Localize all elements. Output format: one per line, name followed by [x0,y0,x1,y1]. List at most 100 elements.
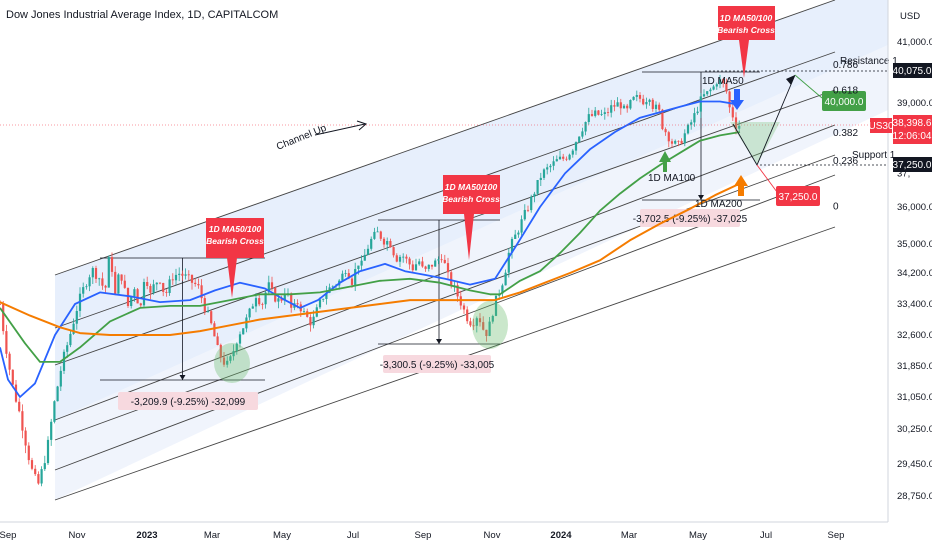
candle-body [72,323,75,334]
candle-body [731,107,734,118]
svg-text:40,000.0: 40,000.0 [825,97,864,108]
candle-body [565,158,568,160]
candle-body [597,110,600,115]
candle-body [590,114,594,116]
candle-body [392,247,395,256]
candle-body [229,356,232,361]
candle-body [424,266,427,269]
candle-body [472,325,475,327]
x-tick-label: Jul [760,530,772,541]
candle-body [75,311,78,324]
candle-body [213,323,216,337]
candle-body [568,154,571,160]
measure-arrow-icon [436,339,442,344]
candle-body [5,331,8,354]
candle-body [53,401,56,422]
candle-body [174,274,178,281]
candle-body [222,357,226,365]
candle-body [638,95,642,99]
resistance-price-tag [893,63,932,78]
candle-body [0,304,2,305]
candle-body [88,277,91,287]
moving-averages [0,100,741,398]
projection-zone [730,122,780,165]
y-tick-label: 31,050.0 [897,392,932,403]
svg-text:1D MA50/100: 1D MA50/100 [209,224,262,234]
candle-body [408,258,411,265]
svg-text:12:06:04: 12:06:04 [893,131,932,142]
projection-arrowhead [786,75,795,85]
candle-body [693,113,696,123]
price-axis: USD 41,000.0 39,000.0 36,000.0 35,000.0 34,2… [868,0,932,522]
candle-body [619,102,622,109]
candle-body [600,114,603,115]
x-tick-label: Sep [415,530,432,541]
bottom-highlight-2 [472,301,508,349]
svg-text:37,250.0: 37,250.0 [779,192,818,203]
candle-body [261,304,264,305]
candle-body [126,287,130,306]
candle-body [8,353,11,370]
candle-body [139,303,142,306]
candle-body [683,133,686,144]
candle-body [430,264,434,267]
candle-body [654,104,658,109]
candle-body [34,468,37,475]
svg-text:1D MA50/100: 1D MA50/100 [720,13,773,23]
candle-body [107,257,110,288]
candle-body [219,344,222,358]
channel-label: Channel Up [275,123,328,153]
candle-body [606,112,610,113]
candle-body [248,308,251,318]
candle-body [437,259,440,261]
x-tick-label: Nov [484,530,501,541]
candle-body [312,316,315,326]
candle-body [133,289,136,297]
candle-body [520,219,523,233]
measure-label-box [640,209,740,227]
candle-body [318,299,322,308]
candle-body [235,343,238,352]
candle-body [680,140,683,144]
candle-body [571,150,574,155]
measure-label: -3,702.5 (-9.25%) -37,025 [633,214,748,225]
candle-body [40,469,43,484]
candle-body [376,231,379,233]
x-tick-label: 2024 [550,530,572,541]
candle-body [517,232,520,235]
candle-body [530,196,533,211]
measure-label: -3,300.5 (-9.25%) -33,005 [380,360,495,371]
candle-body [728,91,731,108]
candle-body [104,285,107,288]
candle-body [114,271,117,294]
candle-body [386,241,389,245]
candle-body [197,284,200,286]
candle-body [264,292,267,305]
fib-level-label: 0.382 [833,128,858,139]
candle-body [242,328,245,335]
candle-body [37,474,40,484]
candle-body [712,86,715,90]
candle-body [405,256,408,259]
candle-body [677,140,680,142]
candle-body [718,79,722,85]
candle-body [360,260,363,266]
target-down-box: 37,250.0 [776,186,820,206]
candle-body [696,111,699,114]
bottom-highlight-1 [214,343,250,383]
candle-body [626,105,629,109]
y-tick-label: 34,200.0 [897,268,932,279]
time-axis: Sep Nov 2023 Mar May Jul Sep Nov 2024 Mar May Jul Se… [0,521,888,541]
ma-line-1 [0,100,741,398]
candle-body [440,259,443,261]
candle-body [469,321,472,326]
candle-body [395,255,398,262]
y-tick-label: 29,450.0 [897,459,932,470]
candle-body [446,263,450,273]
y-tick-label: 28,750.0 [897,491,932,502]
candle-body [603,112,606,114]
candle-body [648,99,651,102]
candle-body [414,264,418,271]
